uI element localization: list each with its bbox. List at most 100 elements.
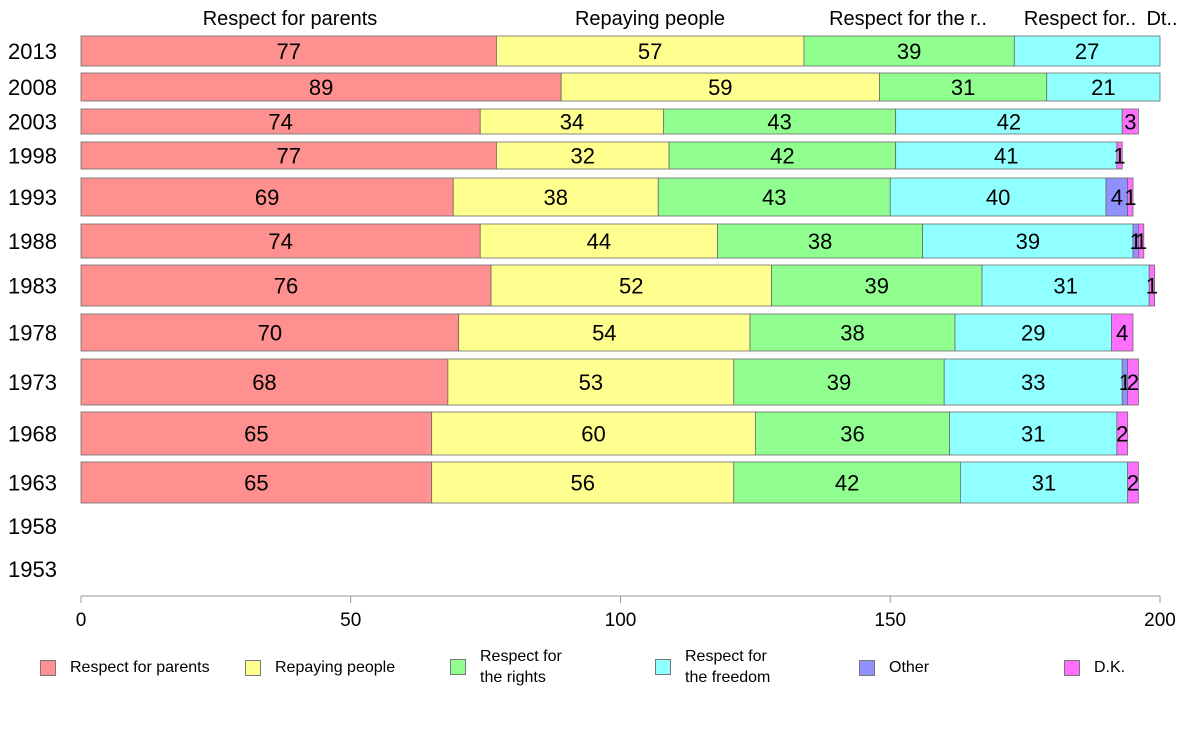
bar-segment — [733, 461, 961, 504]
year-label: 1958 — [8, 514, 57, 539]
header-label-repaying-people: Repaying people — [574, 8, 726, 30]
value-label: 2 — [1116, 422, 1128, 447]
bar-segment — [452, 177, 659, 217]
value-label: 42 — [770, 144, 794, 169]
value-label: 21 — [1091, 75, 1115, 100]
value-label: 29 — [1021, 321, 1045, 346]
value-label: 89 — [309, 75, 333, 100]
legend-item-dk: D.K. — [1064, 657, 1125, 678]
value-label: 53 — [579, 370, 603, 395]
value-label: 38 — [840, 321, 864, 346]
bar-segment — [80, 72, 562, 102]
bar-segment — [1127, 358, 1139, 406]
bar-segment — [1127, 177, 1134, 217]
bar-segment — [431, 461, 735, 504]
value-label: 43 — [762, 185, 786, 210]
value-label: 39 — [827, 370, 851, 395]
value-label: 39 — [897, 39, 921, 64]
bar-segment — [80, 177, 454, 217]
value-label: 52 — [619, 274, 643, 299]
legend-item-respect-for-freedom: Respect for the freedom — [655, 646, 770, 688]
bar-segment — [922, 223, 1134, 259]
year-label: 1983 — [8, 274, 57, 299]
header-label-respect-for-rights: Respect for the r.. — [829, 8, 987, 30]
legend-label: Respect for the freedom — [685, 648, 771, 686]
value-label: 2 — [1127, 370, 1139, 395]
bar-segment — [954, 313, 1112, 352]
year-label: 2003 — [8, 110, 57, 135]
bar-segment — [458, 313, 751, 352]
bar-segment — [431, 411, 756, 456]
value-label: 38 — [544, 185, 568, 210]
legend-label: Respect for the rights — [480, 648, 562, 686]
bar-segment — [496, 35, 805, 67]
legend-label: Repaying people — [275, 659, 396, 676]
header-label-respect-for-freedom: Respect for.. — [1023, 8, 1137, 30]
bar-segment — [490, 264, 772, 307]
bar-segment — [80, 108, 481, 135]
value-label: 40 — [986, 185, 1010, 210]
x-tick-label: 200 — [1144, 610, 1176, 631]
bar-segment — [80, 35, 497, 67]
value-label: 70 — [258, 321, 282, 346]
value-label: 57 — [638, 39, 662, 64]
year-label: 1963 — [8, 471, 57, 496]
value-label: 59 — [708, 75, 732, 100]
legend-item-repaying-people: Repaying people — [245, 657, 395, 678]
value-label: 54 — [592, 321, 616, 346]
year-label: 1978 — [8, 321, 57, 346]
value-label: 76 — [274, 274, 298, 299]
value-label: 34 — [560, 110, 584, 135]
value-label: 3 — [1124, 110, 1136, 135]
legend-swatch — [40, 659, 56, 676]
bar-segment — [733, 358, 945, 406]
value-label: 39 — [1016, 229, 1040, 254]
bar-segment — [80, 264, 492, 307]
bar-segment — [771, 264, 983, 307]
value-label: 39 — [865, 274, 889, 299]
legend-label: Respect for parents — [70, 659, 210, 676]
bar-segment — [560, 72, 880, 102]
bar-segment — [447, 358, 735, 406]
year-label: 1993 — [8, 185, 57, 210]
value-label: 1 — [1135, 229, 1147, 254]
bar-segment — [959, 461, 1129, 504]
value-label: 69 — [255, 185, 279, 210]
legend-swatch — [859, 659, 875, 676]
legend-item-respect-for-parents: Respect for parents — [40, 657, 210, 678]
value-label: 1 — [1146, 274, 1158, 299]
bar-segment — [879, 72, 1048, 102]
bar-segment — [895, 108, 1123, 135]
value-label: 31 — [951, 75, 975, 100]
year-label: 1998 — [8, 144, 57, 169]
bar-segment — [479, 223, 719, 259]
bar-segment — [80, 141, 497, 170]
legend-swatch — [450, 659, 466, 675]
legend-label: D.K. — [1094, 659, 1126, 676]
year-label: 2008 — [8, 75, 57, 100]
x-tick-label: 50 — [340, 610, 361, 631]
bar-segment — [479, 108, 665, 135]
value-label: 27 — [1075, 39, 1099, 64]
year-label: 1968 — [8, 422, 57, 447]
bar-segment — [668, 141, 897, 170]
value-label: 31 — [1032, 471, 1056, 496]
bar-segment — [80, 223, 481, 259]
value-label: 4 — [1111, 185, 1123, 210]
year-label: 2013 — [8, 39, 57, 64]
value-label: 1 — [1124, 185, 1136, 210]
bar-segment — [1121, 108, 1139, 135]
bar-segment — [803, 35, 1015, 67]
value-label: 4 — [1116, 321, 1128, 346]
bar-segment — [981, 264, 1150, 307]
value-label: 38 — [808, 229, 832, 254]
value-label: 60 — [581, 422, 605, 447]
bar-segment — [717, 223, 924, 259]
value-label: 2 — [1127, 471, 1139, 496]
value-label: 77 — [276, 39, 300, 64]
year-label: 1988 — [8, 229, 57, 254]
value-label: 65 — [244, 422, 268, 447]
value-label: 77 — [276, 144, 300, 169]
bar-segment — [657, 177, 891, 217]
legend-swatch — [245, 659, 261, 676]
